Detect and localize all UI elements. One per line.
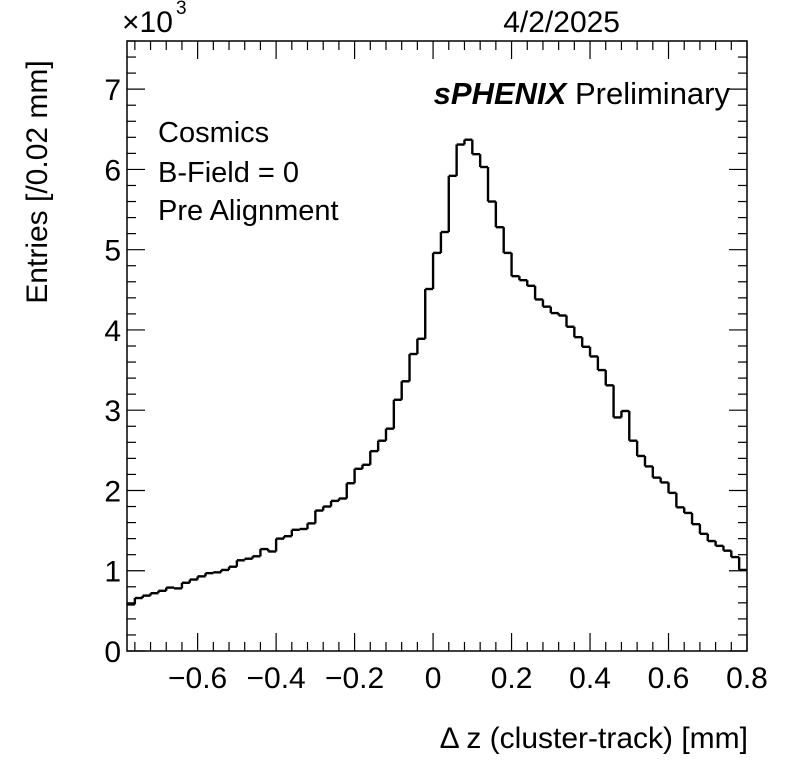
x-tick-label: 0 <box>425 662 442 695</box>
experiment-name: sPHENIX <box>434 76 569 111</box>
chart-marks: −0.6 −0.4 −0.2 0 0.2 0.4 0.6 0.8 0 1 2 3 4 5 6 7 <box>104 40 768 695</box>
y-tick-label: 0 <box>104 636 121 669</box>
x-tick-label: −0.2 <box>325 662 384 695</box>
y-tick-label: 6 <box>104 154 121 187</box>
x-axis-title: Δ z (cluster-track) [mm] <box>440 722 748 755</box>
y-tick-label: 1 <box>104 556 121 589</box>
y-tick-label: 7 <box>104 74 121 107</box>
x-tick-label: −0.4 <box>246 662 305 695</box>
y-tick-label: 3 <box>104 395 121 428</box>
y-axis-title: Entries [/0.02 mm] <box>21 60 54 303</box>
date-label: 4/2/2025 <box>503 6 620 39</box>
x-tick-label: 0.2 <box>491 662 533 695</box>
spacer <box>566 76 575 111</box>
y-tick-label: 4 <box>104 315 121 348</box>
y-tick-label: 5 <box>104 235 121 268</box>
preliminary-label: Preliminary <box>575 76 731 111</box>
x-tick-label: −0.6 <box>168 662 227 695</box>
x-tick-label: 0.4 <box>569 662 611 695</box>
y-multiplier-base: ×10 <box>122 6 173 39</box>
experiment-brand: sPHENIX Preliminary <box>434 76 731 111</box>
x-tick-label: 0.8 <box>726 662 768 695</box>
label-cosmics: Cosmics <box>158 117 269 149</box>
label-alignment: Pre Alignment <box>158 195 339 227</box>
label-bfield: B-Field = 0 <box>158 157 299 189</box>
y-tick-label: 2 <box>104 475 121 508</box>
x-tick-label: 0.6 <box>648 662 690 695</box>
y-multiplier-exponent: 3 <box>176 0 187 19</box>
